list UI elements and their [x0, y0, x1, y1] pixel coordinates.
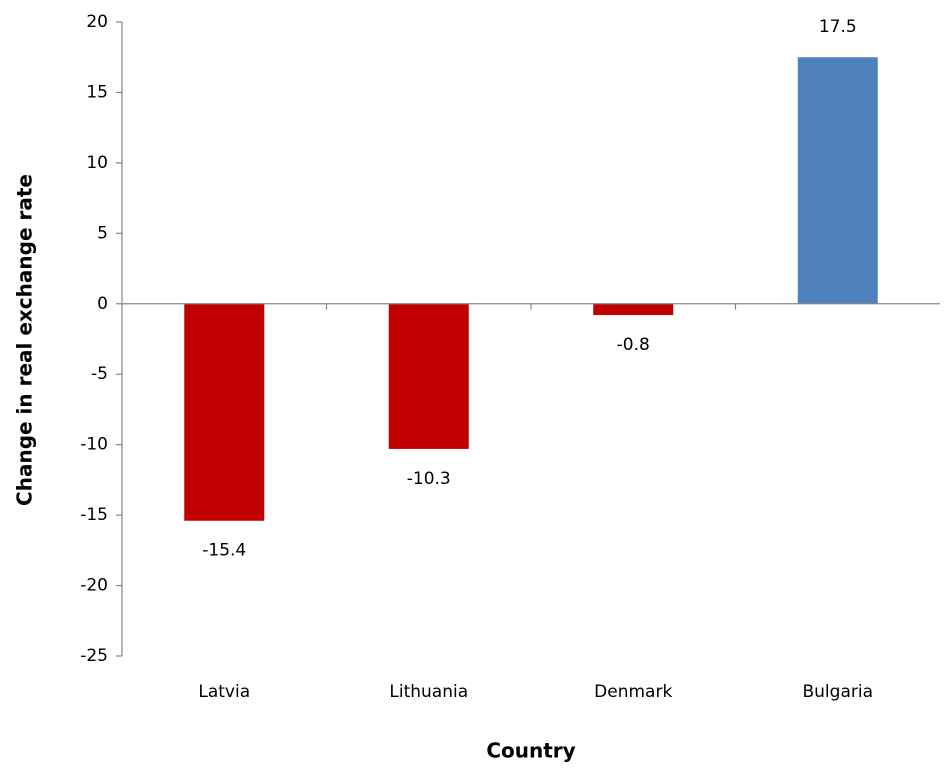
y-tick-label: 0	[97, 294, 108, 314]
y-tick-label: 15	[86, 82, 108, 102]
y-axis-title: Change in real exchange rate	[13, 174, 37, 506]
x-tick-label: Lithuania	[389, 682, 468, 702]
data-label: -10.3	[407, 469, 451, 489]
bar	[184, 303, 265, 521]
data-label: -0.8	[617, 335, 650, 355]
y-tick-label: 20	[86, 12, 108, 32]
y-tick-label: 5	[97, 223, 108, 243]
data-label: 17.5	[819, 17, 857, 37]
y-tick-label: -25	[80, 646, 108, 666]
x-axis-title: Country	[486, 739, 575, 763]
x-tick-label: Latvia	[198, 682, 250, 702]
bar	[797, 57, 878, 304]
y-tick-label: -10	[80, 435, 108, 455]
y-tick-label: -15	[80, 505, 108, 525]
y-tick-label: -20	[80, 576, 108, 596]
bar	[388, 303, 469, 449]
y-tick-label: -5	[91, 364, 108, 384]
x-tick-label: Bulgaria	[803, 682, 874, 702]
bar	[593, 303, 674, 316]
data-label: -15.4	[202, 541, 246, 561]
y-tick-label: 10	[86, 153, 108, 173]
x-tick-label: Denmark	[594, 682, 672, 702]
